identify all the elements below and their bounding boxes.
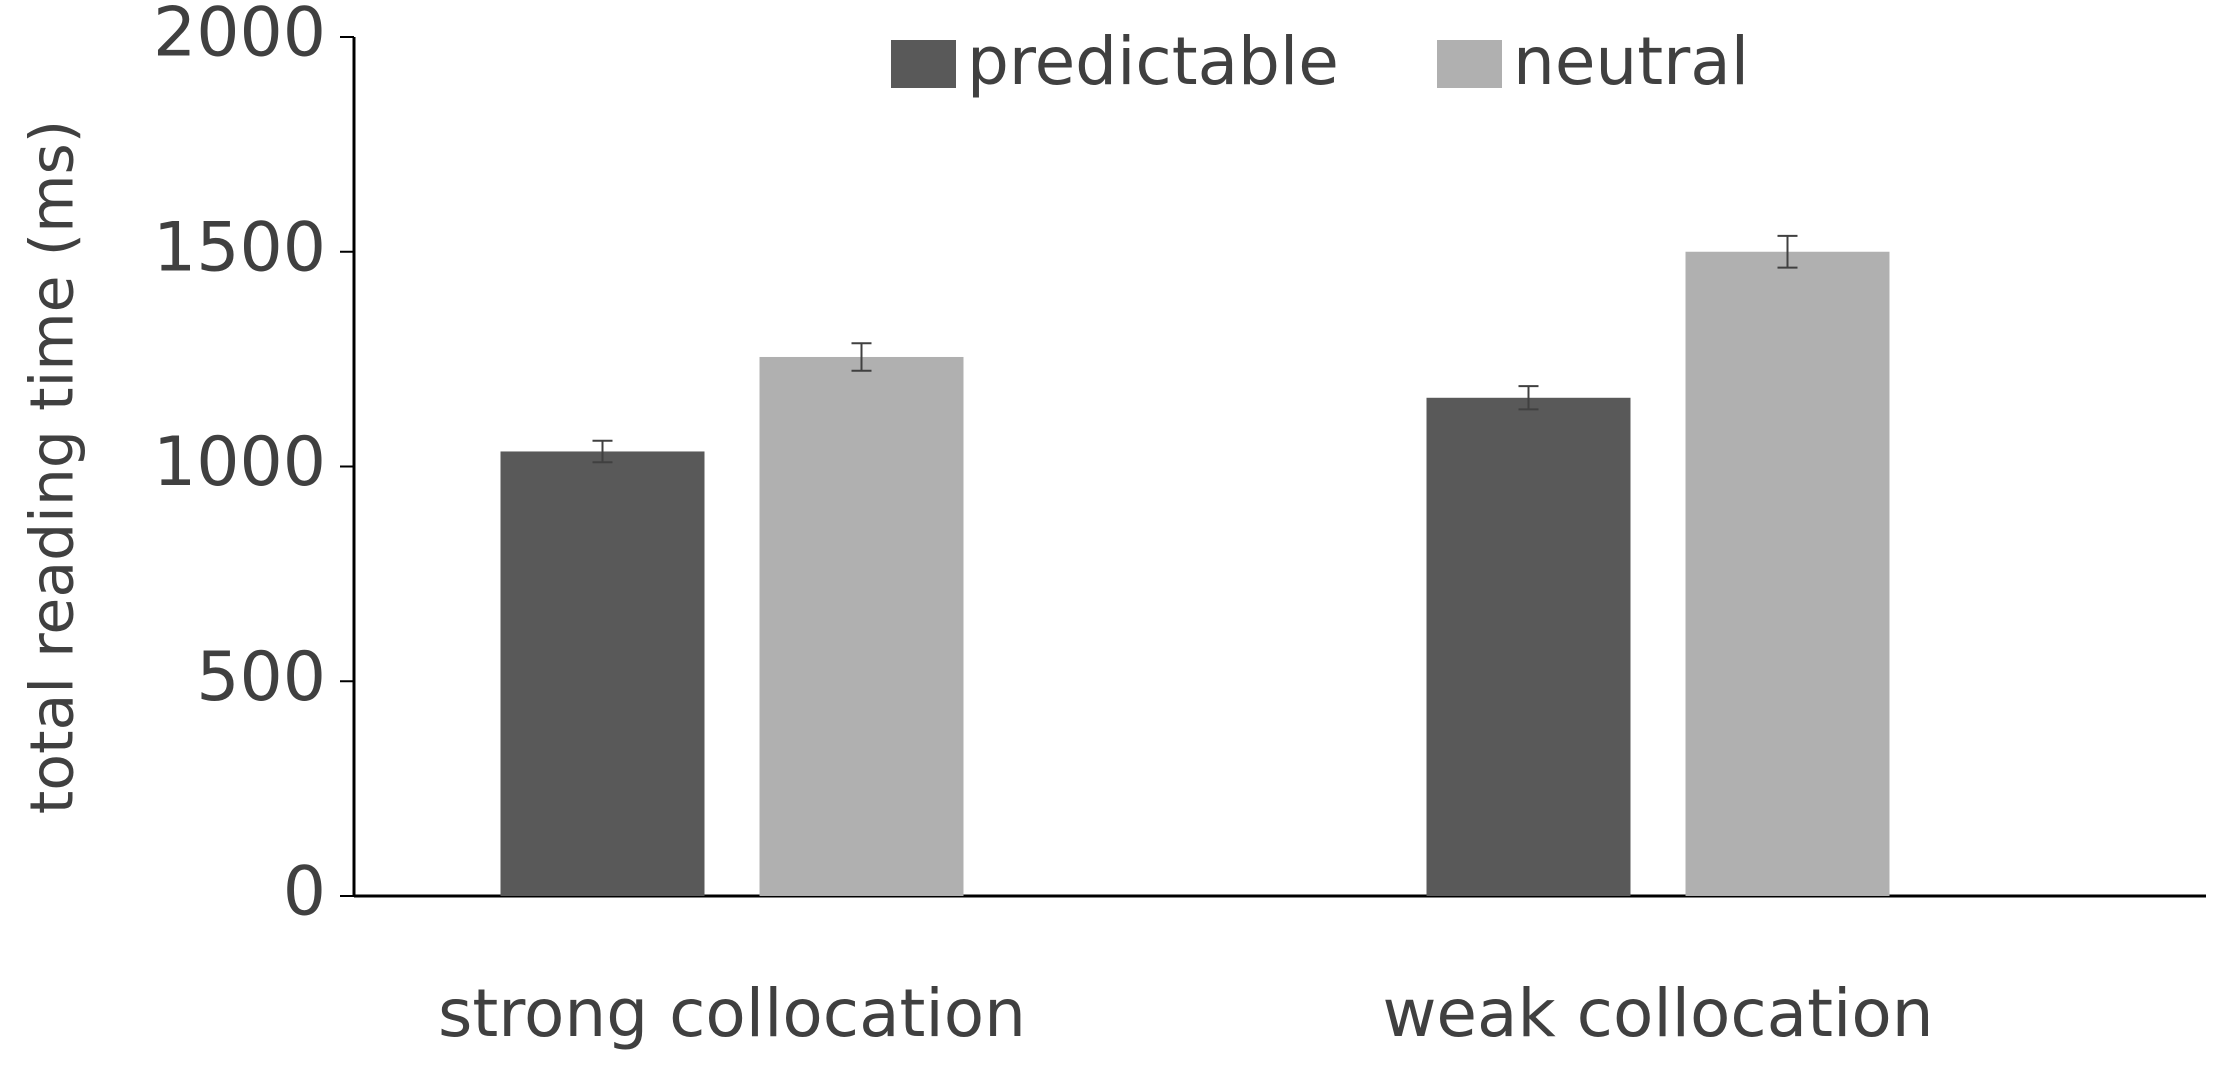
y-axis-title: total reading time (ms)	[18, 120, 88, 814]
bar	[500, 451, 705, 896]
legend-label: predictable	[967, 23, 1339, 100]
bar	[759, 356, 964, 896]
y-tick-label: 1500	[153, 208, 326, 287]
error-bar	[1518, 385, 1539, 411]
error-bar	[1777, 234, 1798, 269]
error-bar	[851, 342, 872, 372]
legend-swatch	[1437, 40, 1502, 88]
y-tick-label: 500	[196, 638, 326, 717]
bar	[1426, 397, 1631, 896]
y-tick-label: 0	[283, 853, 326, 932]
bar	[1685, 251, 1890, 896]
x-tick-label: strong collocation	[438, 975, 1026, 1052]
legend-label: neutral	[1513, 23, 1749, 100]
error-bar	[592, 439, 613, 464]
y-tick-label: 2000	[153, 0, 326, 73]
y-tick-label: 1000	[153, 423, 326, 502]
x-tick-label: weak collocation	[1382, 975, 1933, 1052]
legend-swatch	[891, 40, 956, 88]
